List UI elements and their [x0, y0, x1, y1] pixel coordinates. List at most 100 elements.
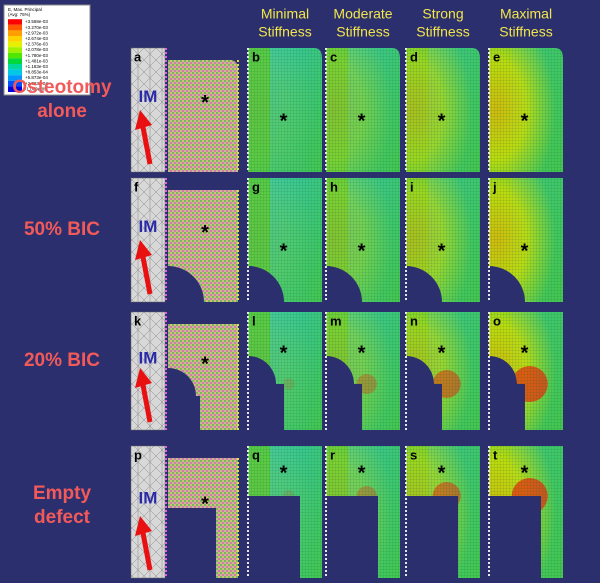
load-arrow	[140, 126, 153, 165]
field	[326, 178, 400, 302]
result-panel: i*	[405, 178, 480, 302]
legend-value: -1.000e-05	[25, 86, 47, 91]
column-title: Maximal	[500, 6, 552, 22]
asterisk: *	[438, 342, 446, 364]
asterisk: *	[521, 111, 529, 133]
field	[326, 312, 400, 430]
legend-swatch	[8, 64, 22, 70]
row-label: 20% BIC	[24, 350, 100, 371]
asterisk: *	[280, 111, 288, 133]
panel-letter: r	[330, 447, 335, 462]
mesh	[168, 324, 238, 430]
field	[248, 312, 322, 430]
result-panel: r*	[325, 446, 400, 578]
column-title: Stiffness	[499, 24, 552, 40]
result-panel: n*	[405, 312, 480, 430]
field	[489, 48, 563, 172]
mesh-grid	[406, 178, 480, 302]
legend-swatch	[8, 52, 22, 59]
mesh	[168, 60, 238, 172]
field	[489, 312, 563, 430]
column-title: Moderate	[333, 6, 392, 22]
legend-value: +2.893e-04	[25, 81, 48, 86]
asterisk: *	[201, 92, 209, 114]
model-panel: IM p *	[130, 445, 239, 579]
panel-letter: c	[330, 49, 337, 64]
legend-value: +8.853e-04	[25, 70, 48, 75]
panel-letter: t	[493, 447, 498, 462]
panel-letter: k	[134, 313, 142, 328]
row-label: Empty	[33, 483, 92, 504]
legend-swatch	[8, 19, 22, 25]
load-arrow	[140, 532, 153, 571]
model-panel: IM a *	[130, 47, 239, 173]
mesh-grid	[489, 312, 563, 430]
field	[406, 312, 480, 430]
panel-letter: b	[252, 49, 260, 64]
panel-letter: i	[410, 179, 414, 194]
legend-value: +2.972e-03	[25, 30, 48, 35]
legend-value: +2.078e-03	[25, 47, 48, 52]
result-panel: o*	[488, 312, 563, 430]
legend-swatch	[8, 80, 22, 87]
mesh-grid	[248, 446, 322, 578]
column-title: Stiffness	[258, 24, 311, 40]
panel-letter: a	[134, 49, 142, 64]
panel-letter: f	[134, 179, 139, 194]
legend-value: +3.270e-03	[25, 25, 48, 30]
field	[326, 48, 400, 172]
implant-label: IM	[139, 488, 158, 507]
field	[406, 178, 480, 302]
asterisk: *	[358, 462, 366, 484]
asterisk: *	[201, 494, 209, 516]
legend-value: +3.568e-03	[25, 19, 48, 24]
result-panel: s*	[405, 446, 480, 578]
legend-swatch	[8, 36, 22, 42]
asterisk: *	[358, 241, 366, 263]
implant-label: IM	[139, 217, 158, 236]
asterisk: *	[201, 353, 209, 375]
panel-letter: d	[410, 49, 418, 64]
model-panel: IM f *	[130, 177, 239, 303]
result-panel: t*	[488, 446, 563, 578]
panel-letter: o	[493, 313, 501, 328]
mesh	[168, 458, 238, 578]
asterisk: *	[201, 222, 209, 244]
asterisk: *	[280, 241, 288, 263]
mesh-grid	[248, 178, 322, 302]
mesh-grid	[406, 446, 480, 578]
mesh-grid	[489, 178, 563, 302]
legend-title: (Avg: 75%)	[8, 12, 31, 17]
row-label: 50% BIC	[24, 219, 100, 240]
legend-value: +2.376e-03	[25, 42, 48, 47]
mesh-grid	[326, 178, 400, 302]
asterisk: *	[521, 241, 529, 263]
row-label: defect	[34, 507, 91, 528]
asterisk: *	[280, 342, 288, 364]
result-panel: d*	[405, 48, 480, 172]
legend-swatch	[8, 24, 22, 31]
panel-letter: e	[493, 49, 500, 64]
result-panel: b*	[247, 48, 322, 172]
result-panel: l*	[247, 312, 322, 430]
panel-letter: j	[492, 179, 497, 194]
legend-swatch	[8, 86, 22, 92]
load-arrow-head	[135, 368, 152, 388]
legend-value: +2.674e-03	[25, 36, 48, 41]
panel-letter: m	[330, 313, 342, 328]
load-arrow-head	[135, 110, 152, 130]
legend-title: E, Max. Principal	[8, 7, 42, 12]
asterisk: *	[358, 111, 366, 133]
asterisk: *	[521, 342, 529, 364]
implant-label: IM	[139, 87, 158, 106]
row-label: Osteotomy	[12, 77, 112, 98]
legend-swatch	[8, 41, 22, 48]
panel-letter: p	[134, 447, 142, 462]
mesh-grid	[326, 48, 400, 172]
load-arrow	[140, 384, 153, 423]
legend-swatch	[8, 58, 22, 64]
asterisk: *	[438, 111, 446, 133]
legend-value: +1.481e-03	[25, 58, 48, 63]
mesh-grid	[489, 48, 563, 172]
